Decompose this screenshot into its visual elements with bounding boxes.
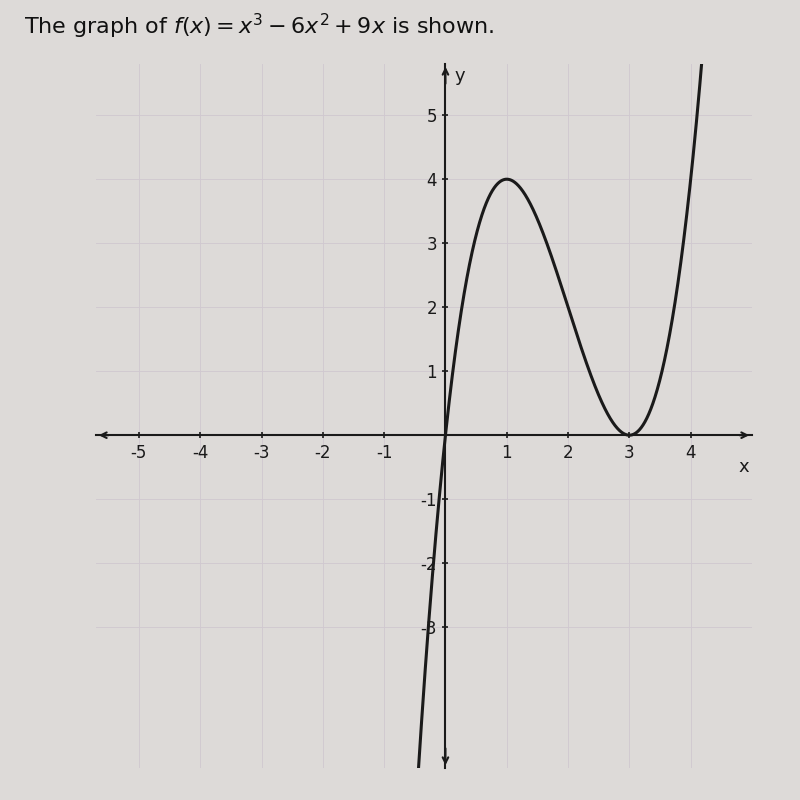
- Text: y: y: [454, 67, 466, 86]
- Text: x: x: [738, 458, 749, 475]
- Text: The graph of $f(x) = x^3 - 6x^2 + 9x$ is shown.: The graph of $f(x) = x^3 - 6x^2 + 9x$ is…: [24, 12, 494, 41]
